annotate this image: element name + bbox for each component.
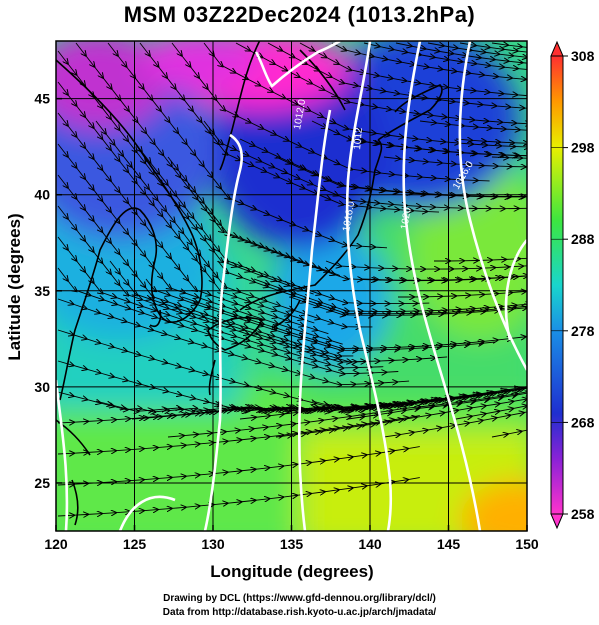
x-tick-label: 140 bbox=[358, 536, 382, 552]
streamline bbox=[419, 384, 527, 402]
x-tick-label: 145 bbox=[437, 536, 461, 552]
streamline bbox=[289, 296, 527, 315]
colorbar-tick-label: 288 bbox=[571, 231, 595, 247]
x-tick-label: 135 bbox=[280, 536, 304, 552]
map-title: MSM 03Z22Dec2024 (1013.2hPa) bbox=[123, 2, 476, 27]
streamline bbox=[434, 257, 527, 261]
isobar-label: 1016.0 bbox=[341, 200, 357, 232]
isobar-label: 1012.0 bbox=[292, 98, 308, 130]
x-axis-label: Longitude (degrees) bbox=[210, 562, 373, 581]
credit-drawing: Drawing by DCL (https://www.gfd-dennou.o… bbox=[163, 593, 436, 604]
streamline bbox=[455, 139, 527, 144]
colorbar-tick-label: 268 bbox=[571, 414, 595, 430]
streamline bbox=[469, 275, 527, 279]
streamline bbox=[419, 121, 527, 131]
x-tick-label: 120 bbox=[44, 536, 68, 552]
wind-streamlines bbox=[57, 42, 527, 516]
colorbar-scale bbox=[550, 55, 564, 515]
x-tick-label: 130 bbox=[201, 536, 225, 552]
isobar-label: 1012 bbox=[352, 127, 365, 151]
streamline bbox=[398, 290, 527, 297]
y-tick-label: 25 bbox=[34, 475, 50, 491]
isobars bbox=[56, 41, 527, 531]
streamline bbox=[491, 157, 527, 158]
streamline bbox=[57, 478, 420, 516]
credit-data-source: Data from http://database.rish.kyoto-u.a… bbox=[162, 607, 437, 618]
y-tick-label: 35 bbox=[34, 283, 50, 299]
x-tick-label: 125 bbox=[123, 536, 147, 552]
colorbar-tick-label: 258 bbox=[571, 506, 595, 522]
colorbar-min-arrow bbox=[550, 513, 564, 530]
y-axis-ticks: 25 30 35 40 45 bbox=[34, 91, 62, 491]
streamline bbox=[299, 42, 527, 97]
streamline bbox=[459, 43, 527, 54]
streamline bbox=[275, 156, 527, 197]
y-tick-label: 30 bbox=[34, 379, 50, 395]
colorbar-tick-label: 278 bbox=[571, 323, 595, 339]
y-tick-label: 45 bbox=[34, 91, 50, 107]
colorbar-tick-label: 308 bbox=[571, 48, 595, 64]
colorbar-max-arrow bbox=[550, 40, 564, 57]
x-axis-ticks: 120 125 130 135 140 145 150 bbox=[44, 525, 539, 552]
isobar-label: 1020 bbox=[399, 206, 414, 230]
streamline bbox=[455, 404, 527, 419]
colorbar-tick-label: 298 bbox=[571, 140, 595, 156]
y-tick-label: 40 bbox=[34, 187, 50, 203]
colorbar: 308 298 288 278 268 258 bbox=[550, 40, 595, 530]
x-tick-label: 150 bbox=[515, 536, 539, 552]
streamline bbox=[325, 260, 527, 269]
y-axis-label: Latitude (degrees) bbox=[5, 213, 24, 360]
